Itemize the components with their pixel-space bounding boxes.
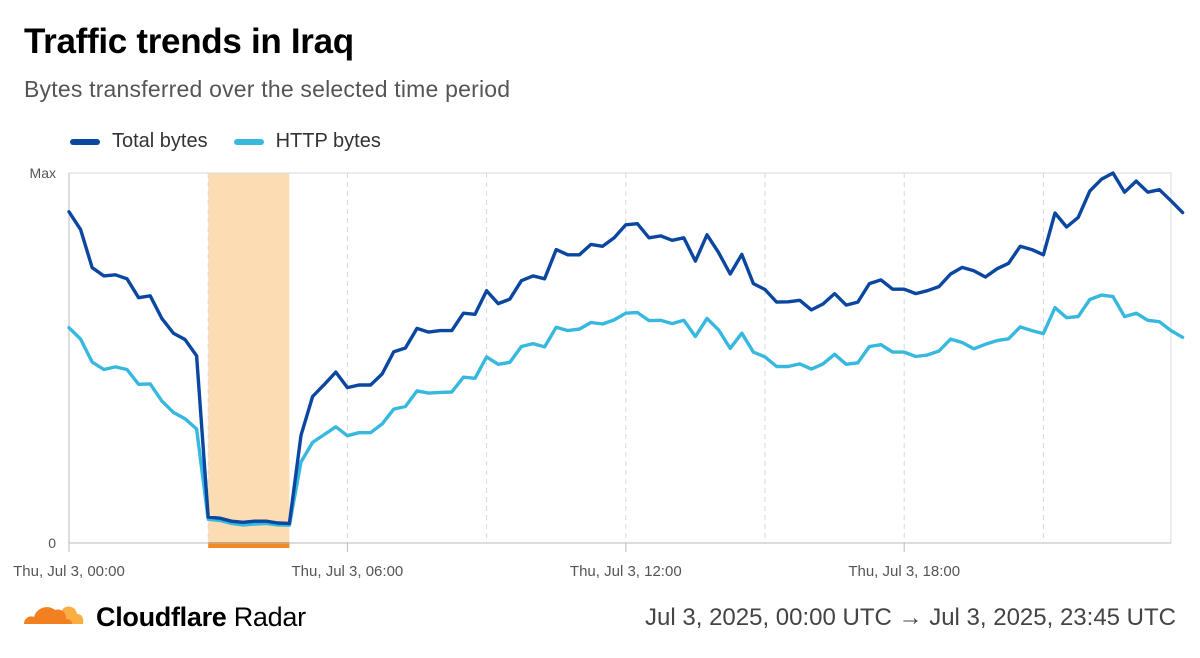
legend-item-http[interactable]: HTTP bytes xyxy=(233,130,381,153)
series-line-total-bytes xyxy=(67,171,1185,526)
series-line-http-bytes xyxy=(67,293,1185,527)
x-tick-label: Thu, Jul 3, 12:00 xyxy=(570,563,682,580)
cloudflare-radar-logo[interactable]: Cloudflare Radar xyxy=(22,600,306,634)
brand-sub: Radar xyxy=(233,601,306,632)
x-tick-label: Thu, Jul 3, 00:00 xyxy=(13,563,125,580)
brand-main: Cloudflare xyxy=(96,601,227,632)
legend-item-total[interactable]: Total bytes xyxy=(70,130,208,153)
x-tick-label: Thu, Jul 3, 06:00 xyxy=(292,563,404,580)
brand-name: Cloudflare Radar xyxy=(96,602,306,633)
cloudflare-cloud-icon xyxy=(24,606,84,624)
legend-label-total: Total bytes xyxy=(112,130,208,152)
chart-legend: Total bytes HTTP bytes xyxy=(70,130,381,153)
legend-label-http: HTTP bytes xyxy=(275,130,381,152)
highlight-marker xyxy=(208,542,290,548)
legend-swatch-total xyxy=(70,138,100,145)
legend-swatch-http xyxy=(233,138,264,145)
y-tick-label-zero: 0 xyxy=(48,535,56,551)
y-tick-label-max: Max xyxy=(30,165,56,181)
time-range-label: Jul 3, 2025, 00:00 UTC → Jul 3, 2025, 23… xyxy=(645,604,1176,631)
highlight-band xyxy=(208,173,290,543)
chart-title: Traffic trends in Iraq xyxy=(24,22,354,61)
traffic-line-chart: 0 Max Thu, Jul 3, 00:00 Thu, Jul 3, 06:00 Th… xyxy=(13,165,1185,580)
chart-subtitle: Bytes transferred over the selected time… xyxy=(24,76,511,102)
x-tick-label: Thu, Jul 3, 18:00 xyxy=(848,563,960,580)
